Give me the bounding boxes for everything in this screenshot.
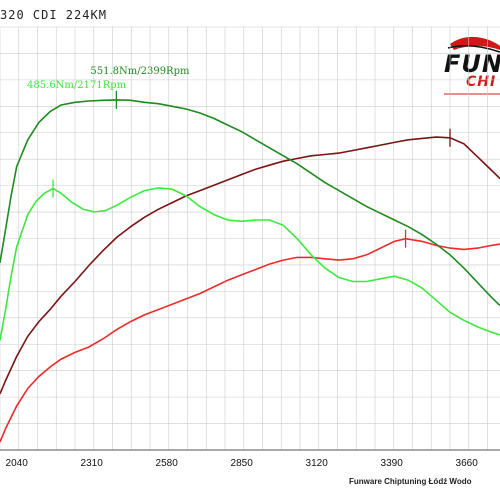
series-line-tuned-power — [0, 136, 500, 395]
x-tick-label: 2310 — [81, 458, 104, 469]
x-tick-label: 3660 — [456, 458, 479, 469]
peak-label-stock-torque: 485.6Nm/2171Rpm — [27, 80, 127, 91]
series-line-stock-power — [0, 237, 500, 443]
series-markers — [52, 90, 451, 248]
series-lines — [0, 99, 500, 443]
logo-subtext: CHI — [466, 74, 497, 90]
x-tick-label: 2040 — [6, 458, 29, 469]
x-tick-label: 3120 — [306, 458, 329, 469]
chart-title: 320 CDI 224KM — [0, 8, 107, 22]
x-tick-label: 2850 — [231, 458, 254, 469]
series-line-stock-torque — [0, 187, 500, 341]
peak-label-tuned-torque: 551.8Nm/2399Rpm — [90, 66, 190, 77]
x-tick-label: 2580 — [156, 458, 179, 469]
series-line-tuned-torque — [0, 99, 500, 307]
footer-credit: Funware Chiptuning Łódź Wodo — [349, 477, 472, 486]
grid — [0, 26, 500, 451]
logo-wordmark: FUN — [444, 50, 500, 78]
x-axis-ticks: 2040 2310 2580 2850 3120 3390 3660 — [6, 458, 479, 469]
x-tick-label: 3390 — [381, 458, 404, 469]
annotations: 551.8Nm/2399Rpm 485.6Nm/2171Rpm — [27, 66, 190, 91]
